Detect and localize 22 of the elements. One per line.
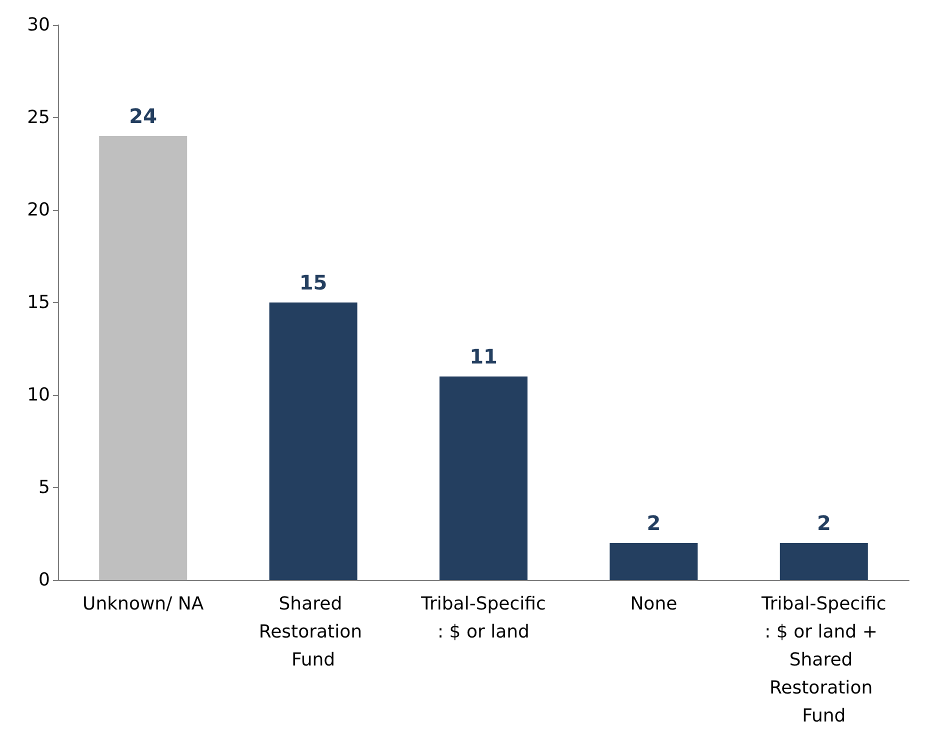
bar <box>269 302 358 580</box>
x-tick-label: Tribal-Specific: $ or land + Shared Restoration Fund <box>760 594 886 726</box>
data-label: 2 <box>816 511 831 535</box>
bar <box>610 543 698 580</box>
x-tick-label: Shared Restoration Fund <box>258 594 368 670</box>
y-tick-label: 0 <box>38 570 50 590</box>
y-tick-label: 10 <box>27 384 50 406</box>
data-label: 24 <box>129 104 158 128</box>
x-tick-label: None <box>630 594 678 614</box>
x-tick-label: Unknown/ NA <box>82 594 204 614</box>
y-tick-label: 5 <box>38 477 50 498</box>
data-label: 11 <box>470 344 498 368</box>
bar <box>780 543 868 580</box>
data-label: 2 <box>646 511 661 535</box>
y-tick-label: 15 <box>27 292 50 313</box>
y-tick-label: 20 <box>27 200 50 220</box>
bar <box>99 136 188 580</box>
y-tick-label: 25 <box>27 107 50 128</box>
x-tick-label: Tribal-Specific: $ or land <box>420 594 546 642</box>
data-label: 15 <box>299 270 328 294</box>
y-tick-label: 30 <box>27 14 50 36</box>
bar <box>440 376 528 580</box>
